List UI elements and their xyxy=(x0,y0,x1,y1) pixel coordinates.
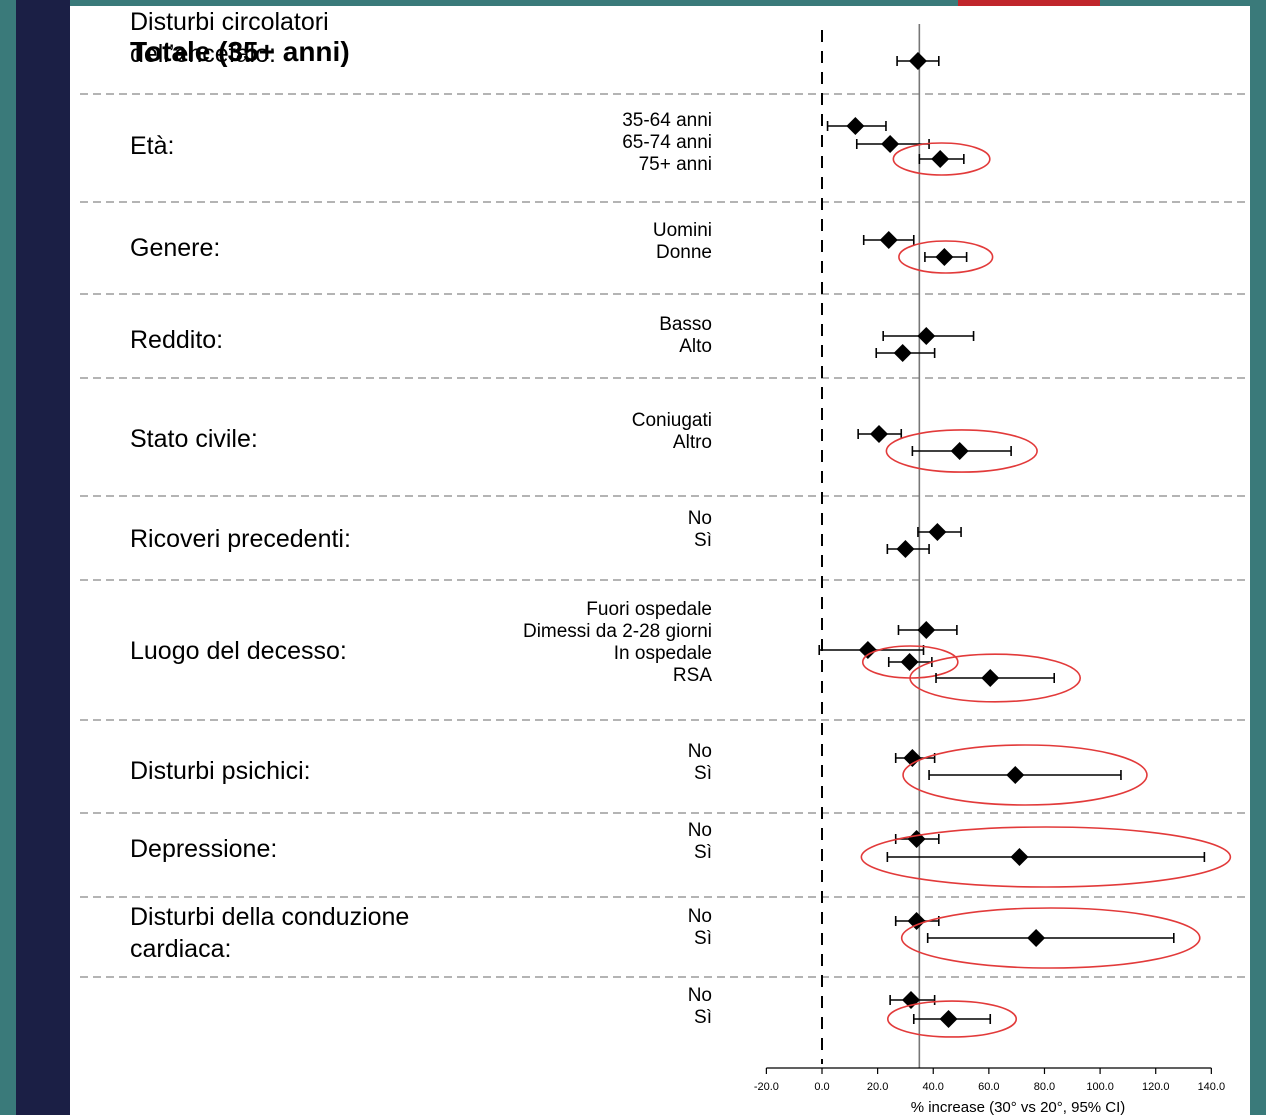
subgroup-label: Uomini xyxy=(652,220,712,241)
highlight-ellipse xyxy=(885,429,1038,473)
group-label: Genere: xyxy=(130,234,221,262)
subgroup-label: 35-64 anni xyxy=(622,110,712,131)
red-accent-tab xyxy=(958,0,1100,6)
point-estimate xyxy=(1027,929,1046,947)
forest-plot-panel: -20.0 0.0 20.0 40.0 60.0 80.0 100.0 120.0 140.0%… xyxy=(70,6,1250,1115)
subgroup-labels: No Sì xyxy=(688,508,712,552)
highlight-ellipse xyxy=(902,744,1148,806)
subgroup-label: Basso xyxy=(659,314,712,335)
subgroup-labels: No Sì xyxy=(688,820,712,864)
x-tick-label: 80.0 xyxy=(1034,1081,1055,1093)
subgroup-labels: Basso Alto xyxy=(659,314,712,358)
highlight-ellipse xyxy=(898,240,994,274)
subgroup-labels: No Sì xyxy=(688,741,712,785)
point-estimate xyxy=(935,248,954,266)
forest-plot: -20.0 0.0 20.0 40.0 60.0 80.0 100.0 120.0 140.0%… xyxy=(80,24,1246,1115)
highlight-ellipse xyxy=(886,1000,1018,1038)
subgroup-label: Sì xyxy=(694,928,712,949)
group-label: Disturbi psichici: xyxy=(130,757,311,785)
subgroup-label: Sì xyxy=(694,842,712,863)
point-estimate xyxy=(939,1010,958,1028)
subgroup-label: 65-74 anni xyxy=(622,132,712,153)
point-estimate xyxy=(931,150,950,168)
subgroup-label: RSA xyxy=(672,665,712,686)
group-label: Luogo del decesso: xyxy=(130,637,347,665)
point-estimate xyxy=(928,523,947,541)
point-estimate xyxy=(981,669,1000,687)
x-axis-label: % increase (30° vs 20°, 95% CI) xyxy=(911,1099,1126,1115)
subgroup-label: Coniugati xyxy=(631,410,712,431)
subgroup-label: No xyxy=(687,741,712,762)
group-label: Reddito: xyxy=(130,326,224,354)
point-estimate xyxy=(903,749,922,767)
subgroup-label: In ospedale xyxy=(613,643,712,664)
subgroup-label: Dimessi da 2-28 giorni xyxy=(522,621,712,642)
subgroup-labels: Fuori ospedale Dimessi da 2-28 giorni In o… xyxy=(523,599,712,687)
subgroup-label: Fuori ospedale xyxy=(586,599,712,620)
subgroup-label: Sì xyxy=(694,763,712,784)
point-estimate xyxy=(907,830,926,848)
subgroup-labels: Coniugati Altro xyxy=(632,410,712,454)
point-estimate xyxy=(1006,766,1025,784)
subgroup-labels: 35-64 anni 65-74 anni 75+ anni xyxy=(622,110,712,176)
point-estimate xyxy=(846,117,865,135)
point-estimate xyxy=(858,641,877,659)
group-label: Ricoveri precedenti: xyxy=(130,525,351,553)
navy-side-bar xyxy=(16,0,70,1115)
chart-title: Totale (35+ anni) xyxy=(130,36,350,67)
subgroup-label: Sì xyxy=(694,530,712,551)
x-tick-label: 120.0 xyxy=(1142,1081,1170,1093)
subgroup-label: Donne xyxy=(656,242,712,263)
point-estimate xyxy=(900,653,919,671)
subgroup-label: No xyxy=(687,508,712,529)
subgroup-labels: No Sì xyxy=(688,985,712,1029)
subgroup-label: Alto xyxy=(679,336,712,357)
subgroup-labels: Uomini Donne xyxy=(653,220,712,264)
x-tick-label: 40.0 xyxy=(923,1081,944,1093)
x-tick-label: -20.0 xyxy=(754,1081,779,1093)
x-tick-label: 60.0 xyxy=(978,1081,999,1093)
subgroup-label: No xyxy=(687,906,712,927)
group-label: Età: xyxy=(130,132,175,160)
x-tick-label: 20.0 xyxy=(867,1081,888,1093)
subgroup-label: No xyxy=(687,820,712,841)
subgroup-label: Sì xyxy=(694,1007,712,1028)
subgroup-label: 75+ anni xyxy=(638,154,712,175)
point-estimate xyxy=(917,327,936,345)
x-tick-label: 100.0 xyxy=(1086,1081,1114,1093)
point-estimate xyxy=(908,52,927,70)
group-label: Depressione: xyxy=(130,835,278,863)
highlight-ellipse xyxy=(900,907,1201,969)
group-label: Disturbi circolatori dell’encefalo: xyxy=(130,8,329,68)
highlight-ellipse xyxy=(892,142,991,176)
group-label: Disturbi della conduzione cardiaca: xyxy=(130,903,410,963)
x-tick-label: 0.0 xyxy=(814,1081,829,1093)
point-estimate xyxy=(870,425,889,443)
point-estimate xyxy=(1010,848,1029,866)
subgroup-label: Altro xyxy=(672,432,712,453)
x-tick-label: 140.0 xyxy=(1198,1081,1226,1093)
group-label: Stato civile: xyxy=(130,425,258,453)
point-estimate xyxy=(907,912,926,930)
point-estimate xyxy=(950,442,969,460)
point-estimate xyxy=(896,540,915,558)
subgroup-labels: No Sì xyxy=(688,906,712,950)
subgroup-label: No xyxy=(687,985,712,1006)
point-estimate xyxy=(879,231,898,249)
highlight-ellipse xyxy=(909,653,1082,703)
highlight-ellipse xyxy=(860,826,1232,888)
point-estimate xyxy=(881,135,900,153)
point-estimate xyxy=(917,621,936,639)
point-estimate xyxy=(893,344,912,362)
